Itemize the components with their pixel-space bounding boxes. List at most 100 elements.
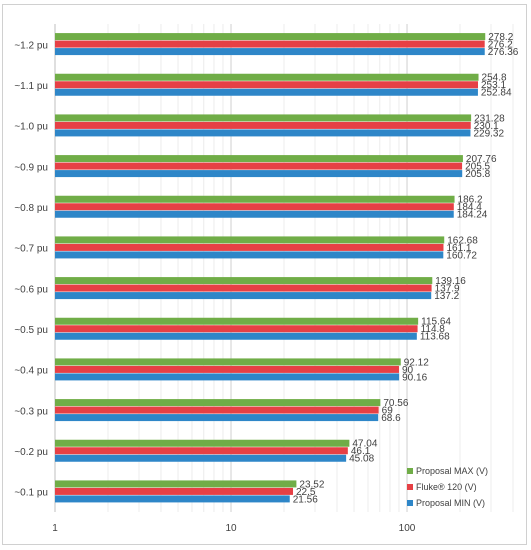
bar [55, 399, 381, 407]
data-label: 115.64 [421, 317, 451, 328]
data-label: 139.16 [435, 276, 466, 287]
data-label: 184.24 [457, 210, 488, 221]
legend-label: Proposal MAX (V) [416, 466, 488, 476]
bar [55, 406, 379, 414]
category-label: ~1.1 pu [14, 81, 48, 92]
data-label: 137.9 [435, 283, 460, 294]
data-label: 276.2 [488, 39, 513, 50]
data-label: 45.08 [349, 454, 374, 465]
data-label: 70.56 [383, 398, 408, 409]
bar [55, 162, 463, 170]
data-label: 113.68 [420, 332, 450, 343]
x-tick-label: 10 [225, 523, 237, 534]
bar [55, 129, 471, 137]
category-label: ~1.2 pu [14, 40, 48, 51]
bar [55, 121, 471, 129]
category-label: ~0.2 pu [14, 447, 48, 458]
data-label: 253.1 [481, 80, 506, 91]
bar [55, 243, 444, 251]
data-label: 68.6 [381, 413, 401, 424]
data-label: 23.52 [299, 479, 324, 490]
data-label: 205.5 [465, 161, 490, 172]
data-label: 162.68 [447, 235, 478, 246]
data-label: 186.2 [458, 195, 483, 206]
data-label: 22.5 [296, 487, 316, 498]
data-label: 90 [402, 365, 414, 376]
data-label: 47.04 [352, 439, 377, 450]
data-label: 90.16 [402, 372, 427, 383]
data-label: 252.84 [481, 88, 512, 99]
category-label: ~0.8 pu [14, 203, 48, 214]
category-label: ~0.1 pu [14, 488, 48, 499]
bar [55, 73, 479, 81]
data-label: 229.32 [473, 128, 504, 139]
data-label: 254.8 [482, 73, 507, 84]
bar [55, 277, 433, 285]
bar [55, 447, 348, 455]
category-label: ~0.7 pu [14, 244, 48, 255]
legend: Proposal MAX (V) Fluke® 120 (V) Proposal M… [407, 466, 488, 508]
bar [55, 487, 294, 495]
gridlines [54, 24, 514, 512]
legend-swatch [407, 484, 413, 490]
data-label: 69 [382, 405, 394, 416]
data-label: 230.1 [474, 121, 499, 132]
bar [55, 373, 400, 381]
category-label: ~0.6 pu [14, 284, 48, 295]
bar [55, 236, 445, 244]
data-label: 92.12 [404, 357, 429, 368]
bar [55, 40, 485, 48]
bar [55, 48, 485, 56]
data-label: 161.1 [446, 243, 471, 254]
bar [55, 88, 478, 96]
bar [55, 480, 297, 488]
bar [55, 195, 455, 203]
data-label: 137.2 [434, 291, 459, 302]
category-label: ~0.4 pu [14, 366, 48, 377]
x-tick-labels: 1 10 100 [52, 523, 416, 534]
bars [55, 33, 486, 503]
bar [55, 495, 290, 503]
bar [55, 203, 454, 211]
data-label: 160.72 [446, 250, 477, 261]
category-label: ~0.5 pu [14, 325, 48, 336]
data-label: 276.36 [488, 47, 519, 58]
category-label: ~1.0 pu [14, 122, 48, 133]
bar [55, 170, 463, 178]
category-labels: ~0.1 pu ~0.2 pu ~0.3 pu ~0.4 pu ~0.5 pu ~0.6 … [14, 40, 48, 498]
data-label: 46.1 [351, 446, 371, 457]
bar [55, 454, 347, 462]
legend-swatch [407, 500, 413, 506]
category-label: ~0.9 pu [14, 162, 48, 173]
bar [55, 155, 463, 163]
bar [55, 414, 379, 422]
data-label: 21.56 [293, 494, 318, 505]
legend-label: Fluke® 120 (V) [416, 482, 477, 492]
bar [55, 332, 417, 340]
bar [55, 292, 432, 300]
category-label: ~0.3 pu [14, 406, 48, 417]
bar [55, 317, 419, 325]
bar [55, 365, 399, 373]
data-label: 278.2 [488, 32, 513, 43]
data-label: 184.4 [457, 202, 482, 213]
bar [55, 33, 486, 41]
bar [55, 81, 479, 89]
x-tick-label: 100 [399, 523, 416, 534]
data-label: 205.8 [465, 169, 490, 180]
x-tick-label: 1 [52, 523, 58, 534]
bar [55, 439, 350, 447]
bar [55, 325, 418, 333]
bar [55, 358, 401, 366]
legend-swatch [407, 468, 413, 474]
data-label: 207.76 [466, 154, 497, 165]
bar [55, 284, 432, 292]
bar [55, 210, 454, 218]
bar [55, 114, 472, 122]
data-label: 231.28 [474, 113, 505, 124]
legend-label: Proposal MIN (V) [416, 498, 485, 508]
bar [55, 251, 444, 259]
data-label: 114.8 [421, 324, 446, 335]
